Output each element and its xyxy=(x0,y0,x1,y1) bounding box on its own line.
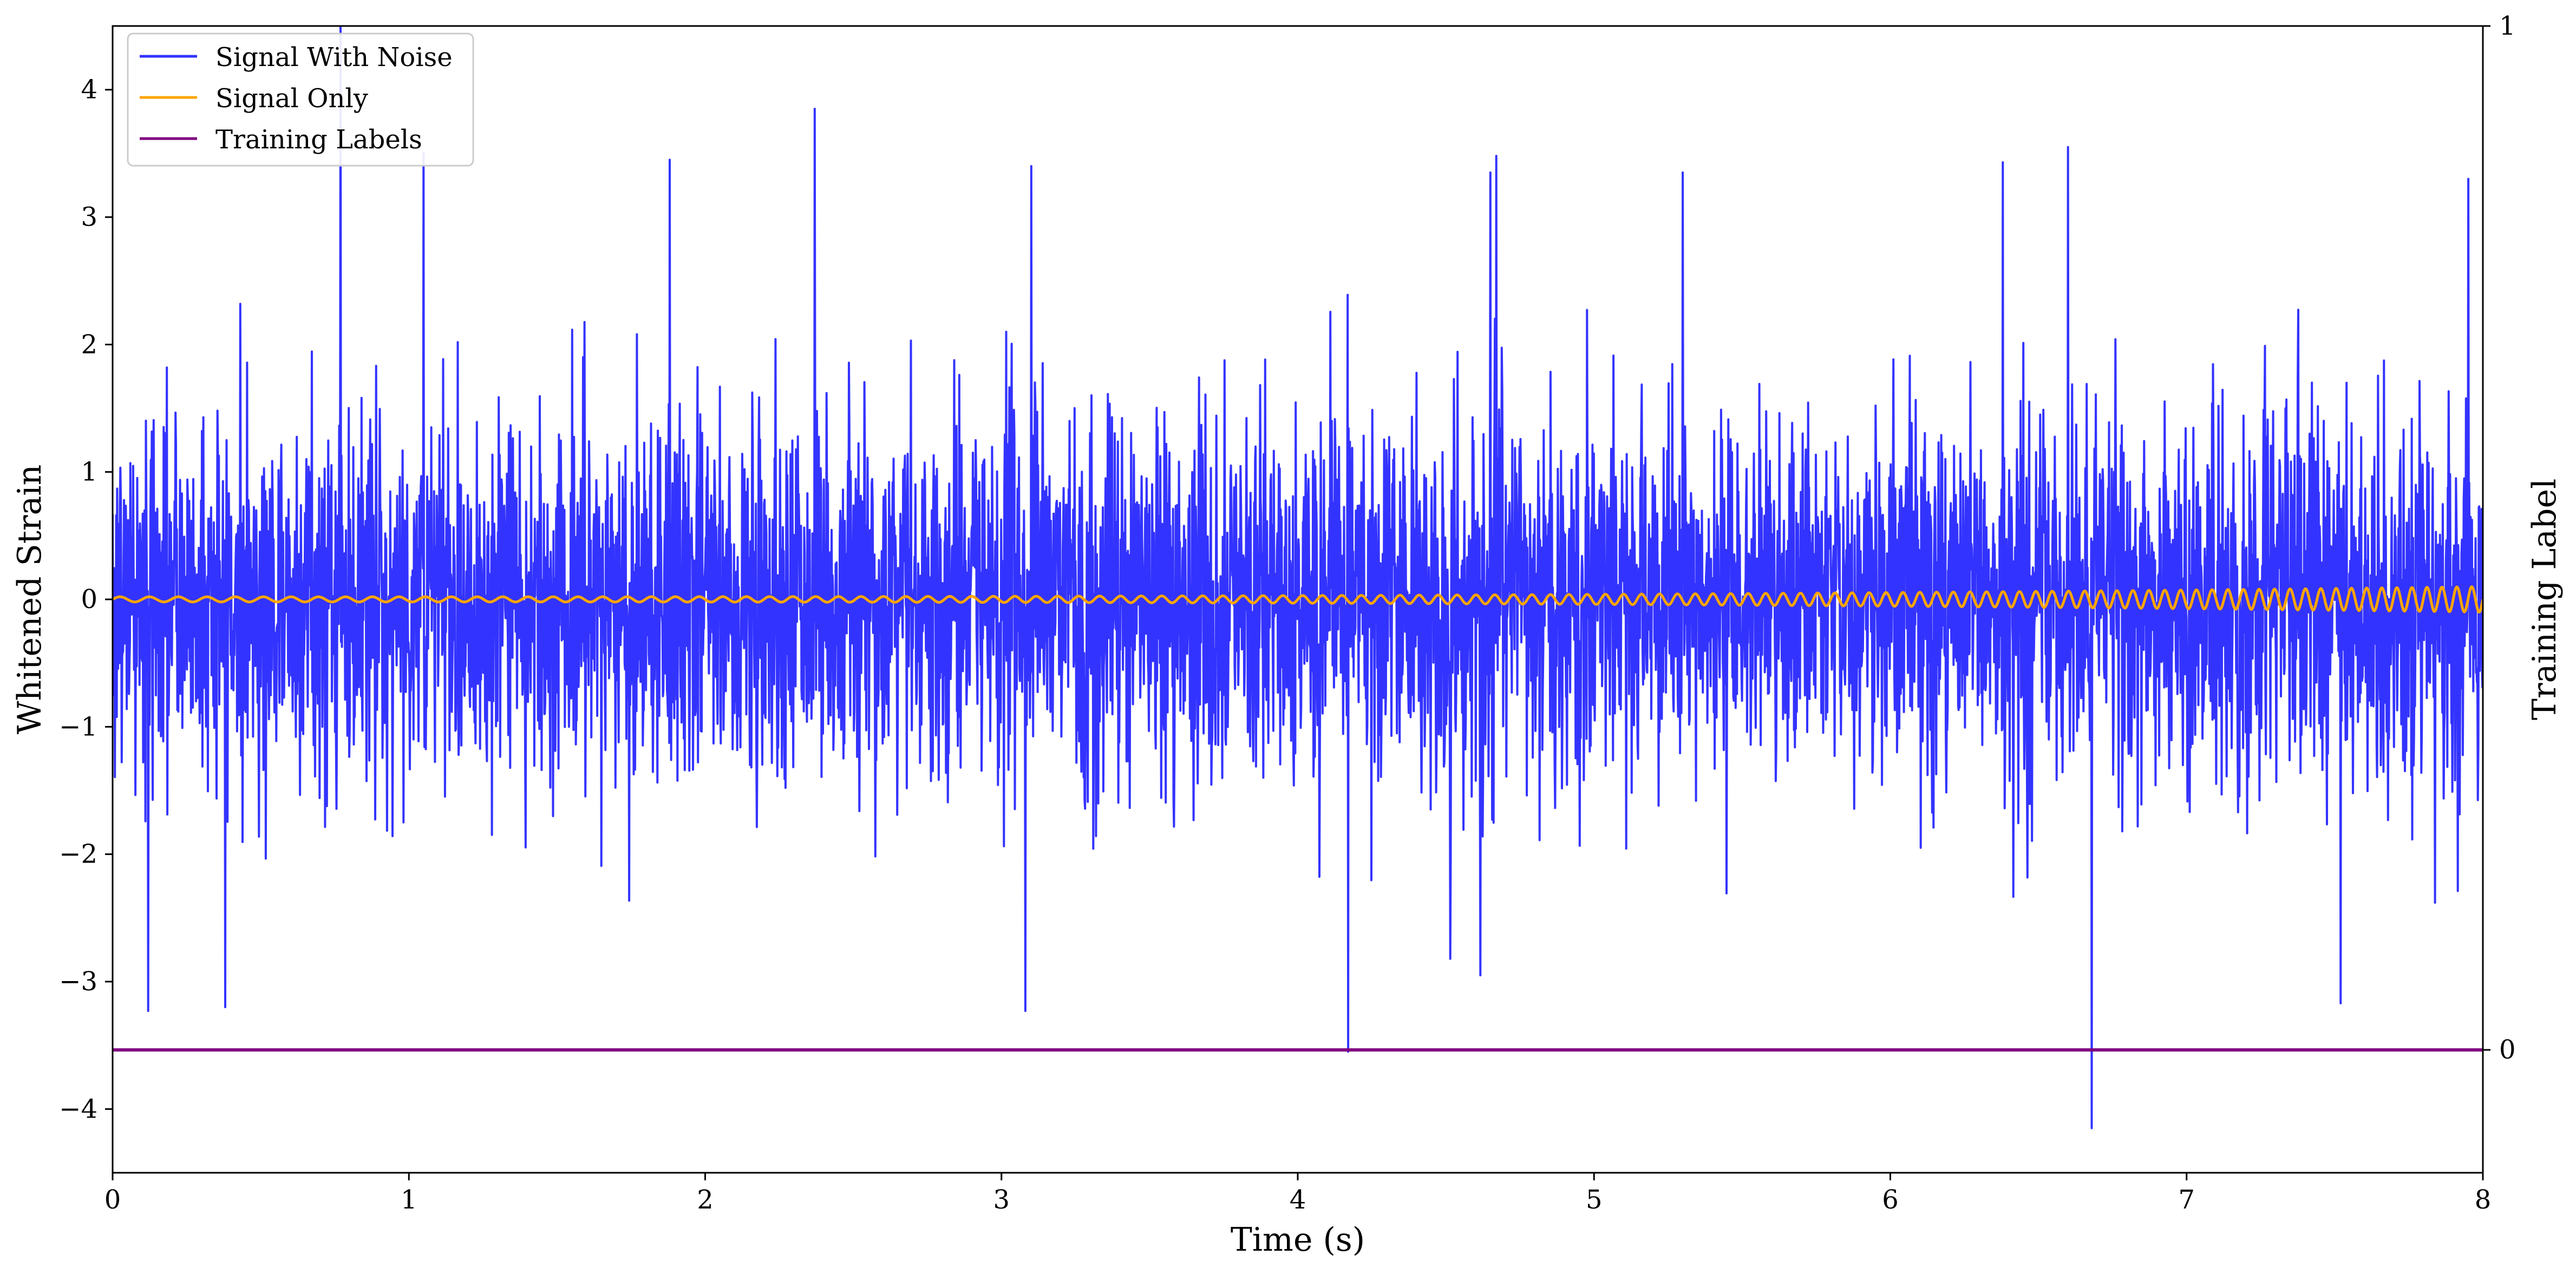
plot-series xyxy=(113,26,2483,1129)
legend: Signal With Noise Signal Only Training L… xyxy=(127,32,474,167)
y-tick-label: −2 xyxy=(59,839,97,870)
y-tick-label: 3 xyxy=(81,202,97,232)
y-tick-label: −1 xyxy=(59,711,97,742)
x-tick-label: 6 xyxy=(1882,1185,1899,1215)
y-tick-label: 4 xyxy=(81,75,97,105)
y2-tick-label: 1 xyxy=(2499,11,2516,41)
x-tick-label: 8 xyxy=(2475,1185,2492,1215)
x-tick-label: 1 xyxy=(401,1185,417,1215)
y-tick-label: −3 xyxy=(59,966,97,997)
series-signal-with-noise xyxy=(113,26,2483,1129)
x-axis: 0 1 2 3 4 5 6 7 8 xyxy=(104,1173,2492,1215)
y2-axis-title: Training Label xyxy=(2526,479,2564,720)
y-tick-label: 1 xyxy=(81,457,97,487)
y-tick-label: 2 xyxy=(81,329,97,360)
series-signal-only xyxy=(113,585,2483,614)
legend-label-training-labels: Training Labels xyxy=(215,125,422,155)
x-tick-label: 2 xyxy=(697,1185,714,1215)
y-axis-left: −4 −3 −2 −1 0 1 2 3 4 xyxy=(59,75,113,1124)
x-tick-label: 7 xyxy=(2178,1185,2195,1215)
legend-box xyxy=(127,32,474,167)
y-tick-label: −4 xyxy=(59,1094,97,1124)
x-tick-label: 5 xyxy=(1586,1185,1603,1215)
legend-label-signal-with-noise: Signal With Noise xyxy=(215,42,453,73)
x-tick-label: 3 xyxy=(993,1185,1010,1215)
y-tick-label: 0 xyxy=(81,584,97,615)
y-axis-title: Whitened Strain xyxy=(11,465,49,734)
x-axis-title: Time (s) xyxy=(1231,1221,1365,1259)
y-axis-right: 01 xyxy=(2483,11,2516,1065)
legend-label-signal-only: Signal Only xyxy=(215,83,368,114)
x-tick-label: 0 xyxy=(104,1185,121,1215)
y2-tick-label: 0 xyxy=(2499,1035,2516,1065)
x-tick-label: 4 xyxy=(1290,1185,1306,1215)
